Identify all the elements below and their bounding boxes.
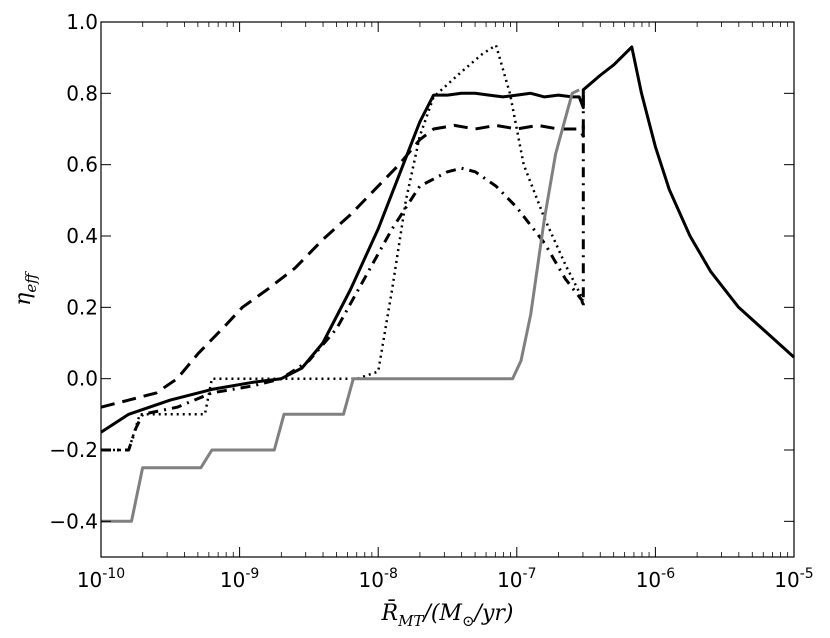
y-tick-label: −0.4 [49,509,98,533]
series-layer [100,43,796,523]
plot-frame [100,21,795,558]
series-line-dashed-black [100,118,585,409]
y-tick-label: 0.4 [66,224,98,248]
x-axis-label: R̄MT/(M⊙/yr) [380,599,513,630]
x-tick-label: 10-6 [636,566,676,592]
x-tick-label: 10-7 [497,566,536,592]
ticks-layer: 10-10 10-9 10-8 10-7 10-6 10-5 −0.4 −0.2 0.0 0.2 0… [49,10,813,592]
series-line-dashdot-black [101,93,585,452]
series-line-solid-black [100,45,796,434]
y-tick-label: 0.6 [66,153,98,177]
y-tick-label: 1.0 [66,10,98,34]
series-line-dotted-black [101,43,585,452]
series-line-solid-gray [101,88,580,523]
y-tick-label: 0.0 [66,367,98,391]
y-tick-label: 0.8 [66,81,98,105]
x-tick-label: 10-5 [774,566,813,592]
y-axis-label: ηeff [11,271,40,306]
y-tick-label: 0.2 [66,295,98,319]
x-tick-label: 10-9 [220,566,259,592]
x-tick-label: 10-10 [77,566,125,592]
y-tick-label: −0.2 [49,438,98,462]
x-tick-label: 10-8 [358,566,397,592]
